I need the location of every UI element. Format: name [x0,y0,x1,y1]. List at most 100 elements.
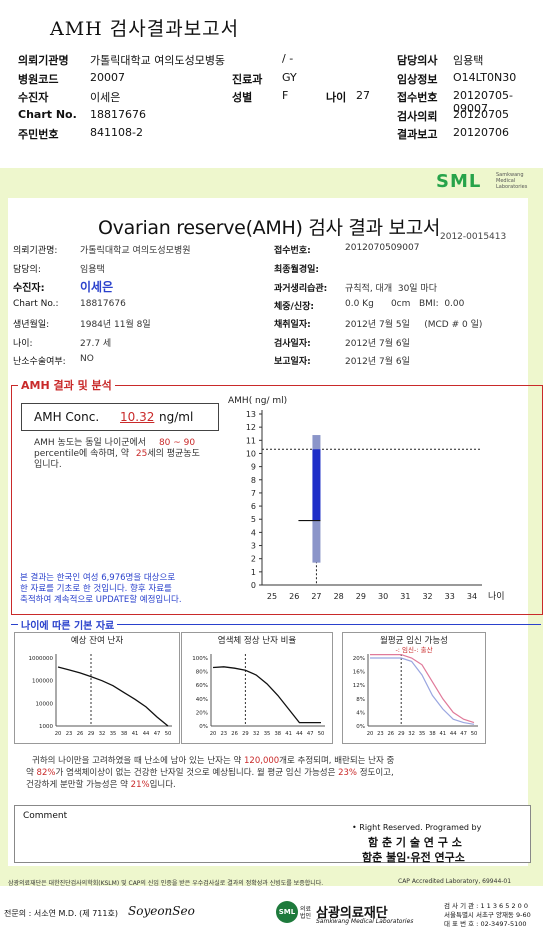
x-tick-label: 44 [143,731,150,737]
x-tick-label: 32 [99,731,106,737]
y-tick-label: 16% [353,670,365,676]
y-tick-label: 1000 [39,724,53,730]
x-tick-label: 38 [429,731,436,737]
series-line-출산 [370,657,475,725]
x-tick-label: 50 [471,731,478,737]
summary-delivery-percent: 21% [130,780,150,790]
y-tick-label: 6 [251,502,256,511]
y-tick-label: 10 [246,449,256,458]
patient-field-label: 나이: [13,339,33,349]
y-tick-label: 7 [251,489,256,498]
foundation-logo-icon: SML [276,901,298,923]
header-label: 성별 [232,91,253,104]
x-tick-label: 44 [296,731,303,737]
y-tick-label: 80% [196,670,208,676]
comment-label: Comment [23,811,68,821]
header-title: AMH 검사결과보고서 [50,18,240,40]
x-tick-label: 41 [285,731,292,737]
x-tick-label: 26 [231,731,238,737]
chart-ylabel: AMH( ng/ ml) [228,396,287,406]
footer-cap: CAP Accredited Laboratory, 69944-01 [398,878,512,885]
x-tick-label: 38 [121,731,128,737]
patient-field-label: 수진자: [13,283,45,294]
normal-oocyte-ratio-chart: 염색체 정상 난자 비율 20 23 26 29 32 35 38 41 44 47 50 100% 80… [181,632,333,744]
y-tick-label: 4% [356,710,365,716]
y-tick-label: 4 [251,528,256,537]
data-note-line-1: 본 결과는 한국인 여성 6,976명을 대상으로 [20,573,176,583]
header-value: F [282,89,289,102]
header-label: Chart No. [18,107,77,121]
x-tick-label: 31 [400,592,410,601]
remaining-oocyte-chart: 예상 잔여 난자 20 23 26 29 32 35 38 41 44 47 50 1000000 100… [14,632,180,744]
summary-part-5: 정도이고, [359,768,394,778]
header-label: 병원코드 [18,72,59,86]
summary-text: 귀하의 나이만을 고려하였을 때 난소에 남아 있는 난자는 약 120,000… [26,755,526,791]
footer-accreditation: 삼광의료재단은 대한진단검사의학회(KSLM) 및 CAP의 신임 인증을 받은… [8,880,324,887]
basic-data-section-title: 나이에 따른 기본 자료 [18,617,118,632]
patient-field-value: 이세은 [80,280,114,294]
y-tick-label: 3 [251,542,256,551]
summary-part-4: 가 염색체이상이 없는 건강한 난자일 것으로 예상됩니다. 월 평균 임신 가… [55,768,336,778]
footer-strip [0,886,543,933]
patient-field-value: 18817676 [80,299,126,309]
x-tick-label: 33 [445,592,455,601]
y-tick-label: 2 [251,555,256,564]
org-name-2: 함춘 불임·유전 연구소 [362,851,465,864]
header-label: 검사의뢰 [397,109,438,123]
x-tick-label: 35 [419,731,426,737]
x-tick-label: 35 [264,731,271,737]
header-value: 20120705 [453,107,509,121]
average-age: 25 [135,449,148,459]
summary-pregnancy-percent: 23% [338,768,358,778]
x-tick-label: 41 [132,731,139,737]
summary-part-1: 귀하의 나이만을 고려하였을 때 난소에 남아 있는 난자는 약 [32,756,242,766]
percentile-text-2: percentile에 속하며, 약 [34,449,129,459]
report-field-value: 2012년 7월 6일 [345,339,410,349]
pregnancy-chance-chart: 월평균 임신 가능성 20 23 26 29 32 35 38 41 44 47 50 20% 16% 12… [342,632,486,744]
data-note: 본 결과는 한국인 여성 6,976명을 대상으로 한 자료를 기초로 한 것입… [20,573,182,606]
y-tick-label: 8% [356,697,365,703]
x-tick-label: 38 [274,731,281,737]
patient-field-label: 난소수술여부: [13,357,66,367]
x-tick-label: 20 [55,731,62,737]
x-tick-label: 26 [77,731,84,737]
x-tick-label: 35 [110,731,117,737]
amh-unit: ng/ml [159,410,194,424]
foundation-contact: 검 사 기 관 : 1 1 3 6 5 2 0 0 서울특별시 서초구 양재동 … [444,902,531,929]
oocyte-curve [57,666,169,727]
header-value: 841108-2 [90,126,143,139]
header-value: 27 [356,89,370,102]
y-tick-label: 1 [251,568,256,577]
x-tick-label: 34 [467,592,477,601]
document-number: 2012-0015413 [440,232,507,242]
chart-xlabel: 나이 [488,591,505,602]
data-note-line-2: 한 자료를 기초로 한 것입니다. 향후 자료를 [20,584,172,594]
patient-field-value: 1984년 11월 8일 [80,320,151,330]
y-tick-label: 100% [192,656,208,662]
x-tick-label: 23 [220,731,227,737]
header-value: 임용택 [453,54,484,67]
patient-field-value: 가톨릭대학교 여의도성모병원 [80,246,191,256]
x-tick-label: 28 [334,592,344,601]
report-title: Ovarian reserve(AMH) 검사 결과 보고서 [98,217,441,239]
foundation-name: 삼광의료재단 [316,906,388,921]
x-tick-label: 29 [242,731,249,737]
summary-part-6: 건강하게 분만할 가능성은 약 [26,780,128,790]
header-label: 수진자 [18,91,49,104]
x-tick-label: 32 [253,731,260,737]
report-field-value: 규칙적, 대개 30일 마다 [345,284,437,294]
doctor-name: 전문의 : 서소연 M.D. (제 711호) [4,909,118,918]
chart-frame [342,632,486,744]
header-label: 주민번호 [18,128,59,141]
report-field-label: 접수번호: [274,246,311,256]
header-label: 담당의사 [397,54,438,67]
report-field-value: 2012년 7월 6일 [345,357,410,367]
x-tick-label: 20 [367,731,374,737]
report-field-label: 채취일자: [274,320,311,330]
y-tick-label: 20% [353,656,365,662]
lab-registration: 검 사 기 관 : 1 1 3 6 5 2 0 0 [444,902,528,910]
header-value: O14LT0N30 [453,70,517,84]
report-field-value: 2012070509007 [345,243,420,253]
foundation-address: 서울특별시 서초구 양재동 9-60 [444,911,531,919]
org-name-1: 함 춘 기 술 연 구 소 [368,836,462,849]
